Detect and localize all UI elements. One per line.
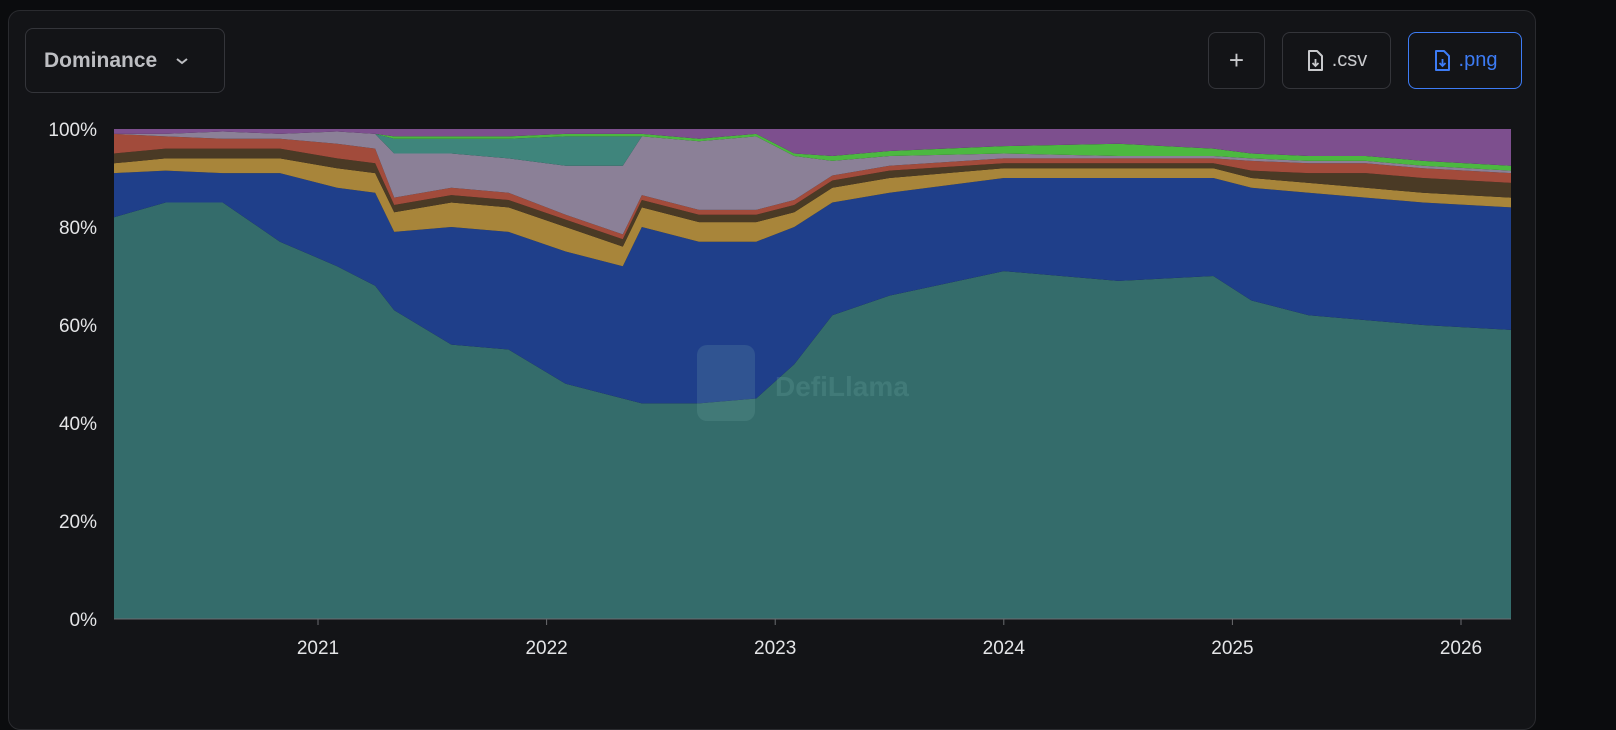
- download-csv-button[interactable]: .csv: [1282, 32, 1391, 89]
- area-series-1: [114, 202, 1511, 619]
- csv-label: .csv: [1331, 49, 1368, 71]
- watermark-logo: [697, 345, 755, 421]
- download-png-button[interactable]: .png: [1408, 32, 1522, 89]
- area-series-6: [114, 131, 1511, 235]
- watermark-text: DefiLlama: [775, 371, 909, 402]
- x-tick-label: 2025: [1211, 638, 1253, 659]
- y-tick-label: 100%: [48, 120, 97, 141]
- file-download-icon: [1307, 49, 1323, 71]
- x-tick-label: 2024: [983, 638, 1026, 659]
- add-button[interactable]: +: [1208, 32, 1265, 89]
- file-download-icon: [1434, 49, 1450, 71]
- png-label: .png: [1458, 49, 1498, 71]
- dominance-selector[interactable]: Dominance: [25, 28, 225, 93]
- x-tick-label: 2023: [754, 638, 796, 659]
- plus-icon: +: [1228, 45, 1245, 75]
- area-series-others: [114, 129, 1511, 166]
- area-series-3: [114, 158, 1511, 267]
- area-series-5: [114, 133, 1511, 240]
- selector-label: Dominance: [44, 48, 158, 72]
- dominance-area-chart: DefiLlama 0% 20% 40% 60% 80% 100% 2021 2022 202…: [48, 120, 1511, 659]
- area-series-4: [114, 148, 1511, 247]
- y-tick-label: 20%: [59, 512, 97, 533]
- area-series-8: [114, 131, 1511, 171]
- x-tick-label: 2026: [1440, 638, 1482, 659]
- y-tick-label: 60%: [59, 316, 97, 337]
- y-tick-label: 40%: [59, 414, 97, 435]
- area-series-2: [114, 170, 1511, 404]
- area-series-7: [114, 131, 1511, 171]
- x-tick-label: 2021: [297, 638, 339, 659]
- chevron-down-icon: [176, 57, 188, 64]
- x-tick-label: 2022: [525, 638, 567, 659]
- watermark: DefiLlama: [697, 345, 909, 421]
- y-tick-label: 80%: [59, 218, 97, 239]
- y-tick-label: 0%: [70, 610, 98, 631]
- chart-areas: [114, 129, 1511, 619]
